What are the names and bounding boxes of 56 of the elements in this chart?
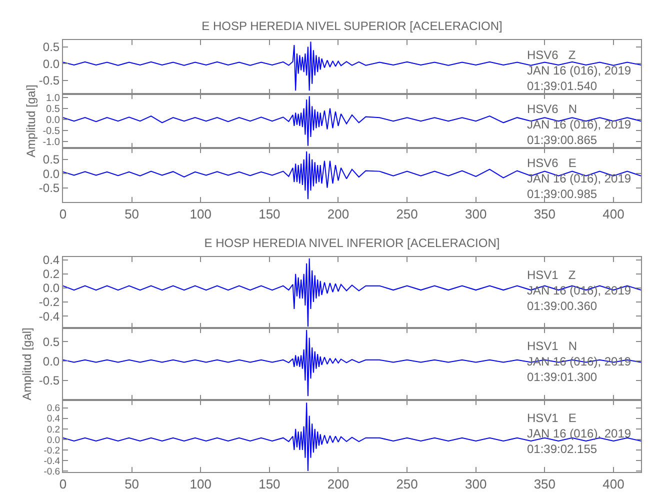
x-tick-label: 150 [258, 206, 280, 222]
x-tick-label: 300 [465, 476, 487, 492]
y-tick-label: -0.2 [44, 445, 60, 456]
y-tick-label: 0.0 [42, 281, 60, 296]
y-axis-title: Amplitud [gal] [20, 328, 34, 400]
y-tick-label: -0.5 [38, 74, 60, 88]
x-tick-label: 50 [124, 476, 140, 492]
x-tick-label: 350 [534, 206, 556, 222]
x-tick-label: 250 [396, 476, 418, 492]
y-tick-label: 0.0 [46, 114, 60, 126]
x-tick-label: 150 [258, 476, 280, 492]
y-tick-label: -0.4 [38, 309, 60, 324]
x-tick-label: 400 [602, 206, 624, 222]
y-tick-label: 0.2 [42, 267, 60, 282]
x-tick-label: 100 [190, 206, 212, 222]
x-tick-label: 200 [327, 476, 350, 492]
y-tick-label: 0.5 [46, 104, 60, 115]
y-tick-label: -0.6 [44, 466, 60, 478]
x-tick-label: 0 [59, 206, 67, 222]
y-tick-label: 0.4 [46, 414, 60, 425]
y-tick-label: -0.5 [42, 126, 60, 137]
y-tick-label: 0.2 [46, 424, 60, 436]
line-series [63, 41, 641, 92]
y-tick-label: -0.5 [38, 374, 60, 388]
y-tick-label: 0.5 [42, 40, 60, 54]
chart-title: E HOSP HEREDIA NIVEL SUPERIOR [ACELERACION] [202, 19, 502, 33]
y-tick-label: 0.0 [46, 434, 60, 446]
chart-title: E HOSP HEREDIA NIVEL INFERIOR [ACELERACION] [204, 236, 500, 250]
y-tick-label: 0.4 [42, 253, 60, 268]
y-tick-label: 0.6 [46, 403, 60, 414]
annotation: HSV6 Z JAN 16 (016), 2019 01:39:01.540 [527, 48, 632, 94]
y-tick-label: -0.5 [38, 180, 60, 195]
x-tick-label: 100 [190, 476, 212, 492]
x-tick-label: 50 [124, 206, 140, 222]
y-tick-label: -0.4 [44, 456, 60, 467]
y-tick-label: 0.0 [42, 166, 60, 181]
y-tick-label: 0.5 [42, 152, 60, 167]
y-axis-title: Amplitud [gal] [24, 84, 38, 158]
annotation: HSV6 N JAN 16 (016), 2019 01:39:00.865 [527, 102, 632, 148]
y-tick-label: 0.0 [42, 56, 60, 71]
x-tick-label: 200 [327, 206, 350, 222]
x-tick-label: 350 [534, 476, 556, 492]
x-tick-label: 300 [465, 206, 487, 222]
y-tick-label: 1.0 [46, 92, 60, 104]
y-tick-label: -0.2 [38, 295, 60, 310]
line-series [63, 329, 641, 397]
x-tick-label: 250 [396, 206, 418, 222]
y-tick-label: 0.5 [42, 334, 60, 349]
line-series [63, 402, 641, 472]
y-tick-label: -1.0 [42, 136, 60, 148]
y-tick-label: 0.0 [42, 354, 60, 368]
line-series [63, 150, 641, 200]
annotation: HSV6 E JAN 16 (016), 2019 01:39:00.985 [527, 156, 632, 202]
x-tick-label: 400 [602, 476, 624, 492]
x-tick-label: 0 [59, 476, 67, 492]
annotation: HSV1 E JAN 16 (016), 2019 01:39:02.155 [527, 411, 632, 456]
